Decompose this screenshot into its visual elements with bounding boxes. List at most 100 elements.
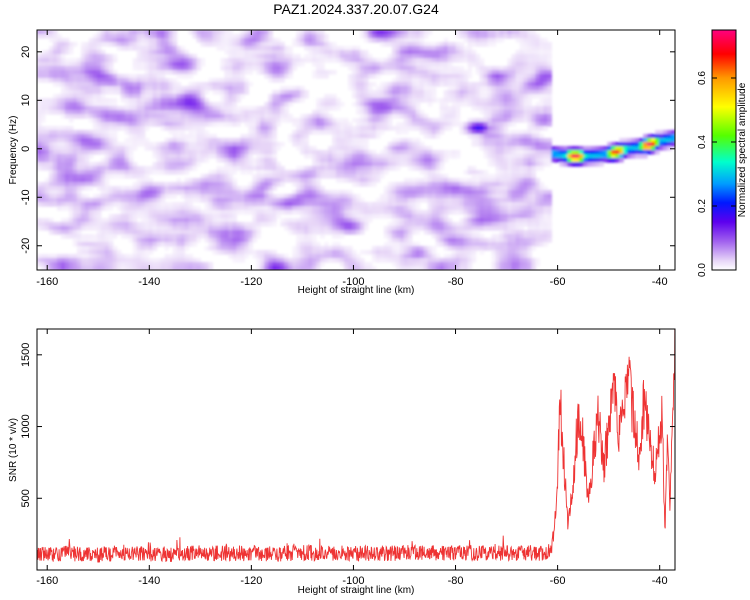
heatmap-cell — [104, 138, 110, 143]
heatmap-cell — [96, 262, 102, 267]
heatmap-cell — [348, 218, 353, 223]
heatmap-cell — [104, 118, 110, 123]
heatmap-cell — [52, 50, 58, 55]
heatmap-cell — [80, 54, 86, 59]
heatmap-cell — [100, 110, 106, 115]
heatmap-cell — [96, 42, 102, 47]
heatmap-cell — [76, 74, 82, 79]
heatmap-cell — [144, 82, 150, 87]
heatmap-cell — [312, 122, 317, 127]
heatmap-cell — [399, 34, 405, 39]
heatmap-cell — [296, 62, 301, 67]
heatmap-cell — [240, 90, 245, 95]
heatmap-cell — [88, 266, 94, 270]
heatmap-cell — [415, 38, 421, 43]
heatmap-cell — [431, 222, 437, 227]
heatmap-cell — [184, 246, 190, 251]
heatmap-cell — [439, 166, 445, 171]
heatmap-cell — [128, 210, 134, 215]
heatmap-cell — [395, 162, 401, 167]
heatmap-cell — [427, 54, 433, 59]
heatmap-cell — [44, 102, 50, 107]
heatmap-cell — [204, 98, 210, 103]
heatmap-cell — [320, 246, 325, 251]
heatmap-cell — [292, 202, 297, 207]
heatmap-cell — [348, 62, 353, 67]
heatmap-cell — [264, 138, 269, 143]
heatmap-cell — [352, 182, 357, 187]
heatmap-cell — [395, 166, 401, 171]
heatmap-cell — [216, 214, 222, 219]
heatmap-cell — [240, 42, 245, 47]
heatmap-cell — [328, 166, 333, 171]
heatmap-cell — [116, 106, 122, 111]
heatmap-cell — [192, 122, 198, 127]
heatmap-cell — [411, 214, 417, 219]
heatmap-cell — [100, 198, 106, 203]
heatmap-cell — [248, 118, 253, 123]
heatmap-cell — [168, 242, 174, 247]
heatmap-cell — [308, 266, 313, 270]
heatmap-cell — [148, 62, 154, 67]
heatmap-cell — [152, 42, 158, 47]
heatmap-cell — [100, 74, 106, 79]
heatmap-cell — [260, 182, 265, 187]
heatmap-cell — [240, 38, 245, 43]
heatmap-cell — [40, 154, 46, 159]
heatmap-cell — [407, 54, 413, 59]
heatmap-cell — [84, 94, 90, 99]
heatmap-cell — [172, 34, 178, 39]
heatmap-cell — [172, 114, 178, 119]
heatmap-cell — [387, 202, 393, 207]
heatmap-cell — [443, 242, 449, 247]
heatmap-cell — [427, 62, 433, 67]
heatmap-cell — [156, 210, 162, 215]
heatmap-cell — [332, 258, 337, 263]
heatmap-cell — [312, 178, 317, 183]
heatmap-cell — [371, 114, 377, 119]
heatmap-cell — [407, 166, 413, 171]
heatmap-cell — [160, 78, 166, 83]
heatmap-cell — [308, 182, 313, 187]
heatmap-cell — [447, 90, 453, 95]
heatmap-cell — [348, 130, 353, 135]
heatmap-cell — [52, 42, 58, 47]
heatmap-cell — [352, 134, 357, 139]
heatmap-cell — [296, 86, 301, 91]
heatmap-cell — [116, 250, 122, 255]
heatmap-cell — [64, 146, 70, 151]
heatmap-cell — [68, 146, 74, 151]
heatmap-cell — [352, 138, 357, 143]
heatmap-cell — [443, 154, 449, 159]
heatmap-cell — [196, 122, 202, 127]
heatmap-cell — [144, 74, 150, 79]
heatmap-cell — [216, 38, 222, 43]
heatmap-cell — [136, 114, 142, 119]
heatmap-cell — [156, 146, 162, 151]
heatmap-cell — [156, 114, 162, 119]
heatmap-cell — [248, 110, 253, 115]
heatmap-cell — [160, 126, 166, 131]
heatmap-cell — [340, 166, 345, 171]
heatmap-cell — [224, 246, 229, 251]
heatmap-cell — [220, 166, 226, 171]
heatmap-cell — [112, 58, 118, 63]
heatmap-cell — [96, 162, 102, 167]
heatmap-cell — [164, 226, 170, 231]
heatmap-cell — [136, 190, 142, 195]
heatmap-cell — [220, 62, 226, 67]
heatmap-cell — [359, 90, 365, 95]
heatmap-cell — [312, 226, 317, 231]
heatmap-cell — [443, 210, 449, 215]
heatmap-cell — [140, 174, 146, 179]
heatmap-cell — [128, 122, 134, 127]
heatmap-cell — [320, 98, 325, 103]
heatmap-cell — [72, 222, 78, 227]
heatmap-cell — [332, 170, 337, 175]
heatmap-cell — [220, 198, 226, 203]
heatmap-cell — [120, 110, 126, 115]
heatmap-cell — [363, 86, 369, 91]
heatmap-cell — [268, 98, 273, 103]
heatmap-cell — [188, 266, 194, 270]
heatmap-cell — [427, 194, 433, 199]
